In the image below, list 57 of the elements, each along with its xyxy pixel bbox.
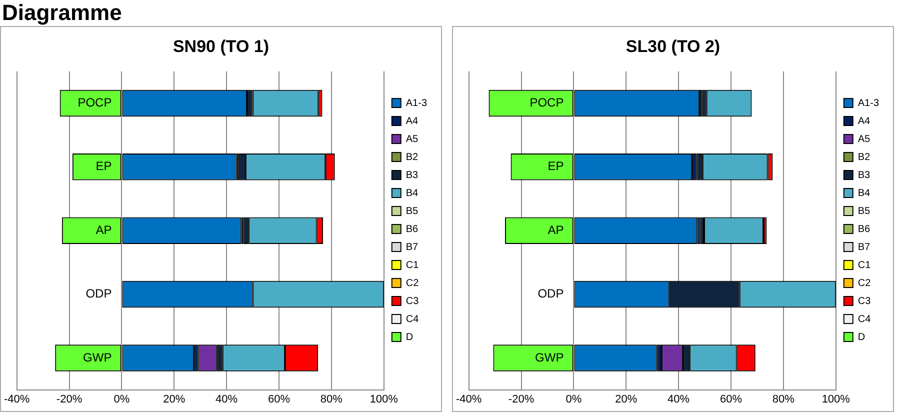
y-tick-label: ODP: [538, 286, 564, 301]
x-tick-label: 40%: [216, 393, 238, 406]
chart-title: SL30 (TO 2): [626, 36, 720, 56]
x-tick-label: 100%: [370, 393, 398, 406]
y-tick-label: AP: [96, 222, 112, 237]
chart-title: SN90 (TO 1): [172, 36, 270, 56]
legend-label: C3: [858, 296, 872, 307]
y-tick-label: POCP: [530, 96, 564, 110]
x-tick-label: 60%: [720, 393, 742, 406]
legend-label: D: [406, 332, 414, 343]
legend-label: B3: [858, 170, 871, 181]
legend-label: C4: [858, 314, 872, 325]
legend-label: B7: [858, 242, 871, 253]
x-tick-label: -20%: [508, 393, 534, 406]
legend-label: B5: [858, 206, 871, 217]
x-tick-label: 80%: [772, 393, 795, 406]
y-tick-label: GWP: [535, 350, 564, 364]
legend-label: D: [858, 332, 866, 343]
legend-label: B7: [406, 242, 419, 253]
x-tick-label: -40%: [456, 393, 482, 406]
legend-label: C3: [406, 296, 420, 307]
y-tick-label: EP: [548, 159, 564, 174]
legend-label: A5: [858, 134, 871, 145]
legend-label: A4: [406, 116, 419, 127]
legend-label: C1: [406, 260, 420, 271]
y-tick-label: ODP: [86, 286, 112, 301]
y-tick-label: AP: [548, 222, 564, 237]
legend-label: B6: [858, 224, 871, 235]
y-tick-label: EP: [96, 159, 112, 174]
legend-label: A1-3: [858, 98, 880, 109]
legend-label: B3: [406, 170, 419, 181]
legend-label: B4: [858, 188, 871, 199]
legend-label: A4: [858, 116, 871, 127]
x-tick-label: 60%: [268, 393, 290, 406]
legend-label: B6: [406, 224, 419, 235]
legend-label: C4: [406, 314, 420, 325]
legend-label: B2: [858, 152, 871, 163]
x-tick-label: -20%: [56, 393, 82, 406]
legend-label: A5: [406, 134, 419, 145]
x-tick-label: 20%: [615, 393, 638, 406]
legend-label: B5: [406, 206, 419, 217]
legend-label: C2: [406, 278, 420, 289]
legend-label: C1: [858, 260, 872, 271]
legend-label: C2: [858, 278, 872, 289]
x-tick-label: 80%: [320, 393, 343, 406]
legend-label: B2: [406, 152, 419, 163]
text: Diagramme: [1, 0, 123, 26]
y-tick-label: POCP: [78, 96, 112, 110]
y-tick-label: GWP: [83, 350, 112, 364]
x-tick-label: 0%: [566, 393, 582, 406]
x-tick-label: 0%: [114, 393, 130, 406]
legend-label: A1-3: [406, 98, 428, 109]
x-tick-label: -40%: [4, 393, 30, 406]
x-tick-label: 100%: [822, 393, 850, 406]
x-tick-label: 20%: [163, 393, 186, 406]
legend-label: B4: [406, 188, 419, 199]
x-tick-label: 40%: [668, 393, 690, 406]
